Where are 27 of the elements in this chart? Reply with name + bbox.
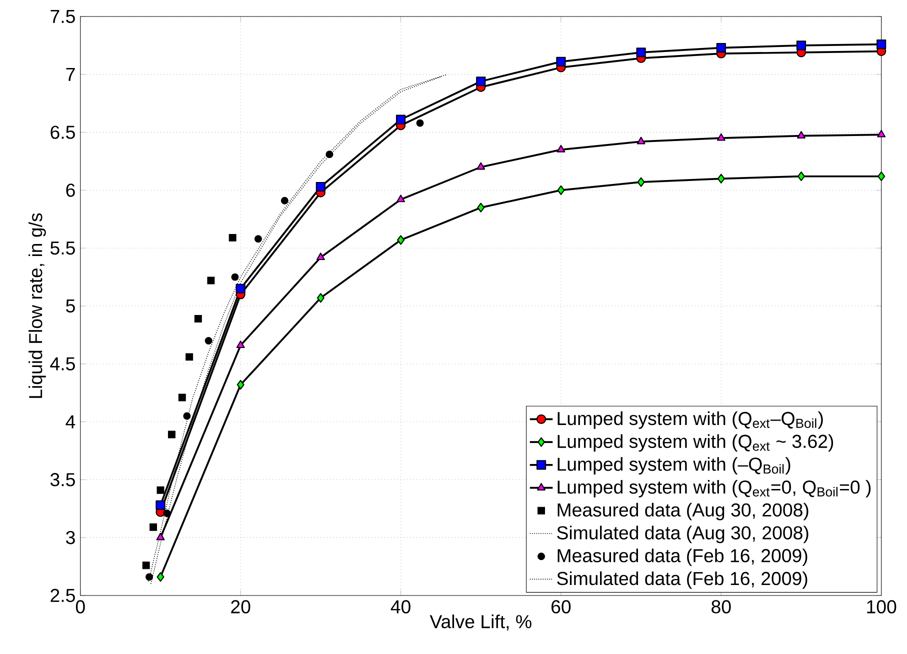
- y-tick-label: 6: [66, 184, 75, 197]
- y-tick-label: 7.5: [50, 10, 75, 24]
- y-tick-label: 6.5: [50, 126, 75, 139]
- y-tick-label: 4.5: [50, 357, 75, 370]
- legend-label: Lumped system with (Q$_{ext}$=0, Q$_{Boil}$=0 ): [558, 480, 871, 498]
- legend-label: Lumped system with (Q$_{ext}$ ~ 3.62): [558, 434, 834, 452]
- legend-label: Lumped system with (Q$_{ext}$–Q$_{Boil}$): [558, 411, 823, 429]
- x-tick-label: 40: [390, 600, 410, 614]
- legend-label: Measured data (Aug 30, 2008): [558, 502, 808, 520]
- legend-label: Measured data (Feb 16, 2009): [558, 548, 808, 566]
- y-tick-label: 5: [66, 299, 75, 313]
- y-tick-label: 7: [66, 68, 75, 81]
- y-tick-label: 3: [66, 530, 75, 544]
- x-tick-label: 100: [867, 600, 896, 614]
- x-tick-label: 0: [76, 600, 85, 614]
- x-tick-label: 60: [552, 600, 571, 614]
- legend-label: Simulated data (Aug 30, 2008): [557, 526, 808, 544]
- legend-label: Simulated data (Feb 16, 2009): [557, 571, 808, 589]
- y-tick-label: 3.5: [50, 473, 75, 486]
- legend-label: Lumped system with (–Q$_{Boil}$): [558, 457, 790, 475]
- y-tick-label: 2.5: [50, 588, 75, 602]
- x-tick-label: 20: [231, 600, 250, 614]
- y-axis-title: Liquid Flow rate, in g/s: [28, 213, 46, 398]
- y-tick-label: 5.5: [50, 242, 75, 255]
- x-axis-title: Valve Lift, %: [430, 614, 532, 630]
- y-tick-label: 4: [66, 415, 76, 428]
- x-tick-label: 80: [712, 600, 731, 614]
